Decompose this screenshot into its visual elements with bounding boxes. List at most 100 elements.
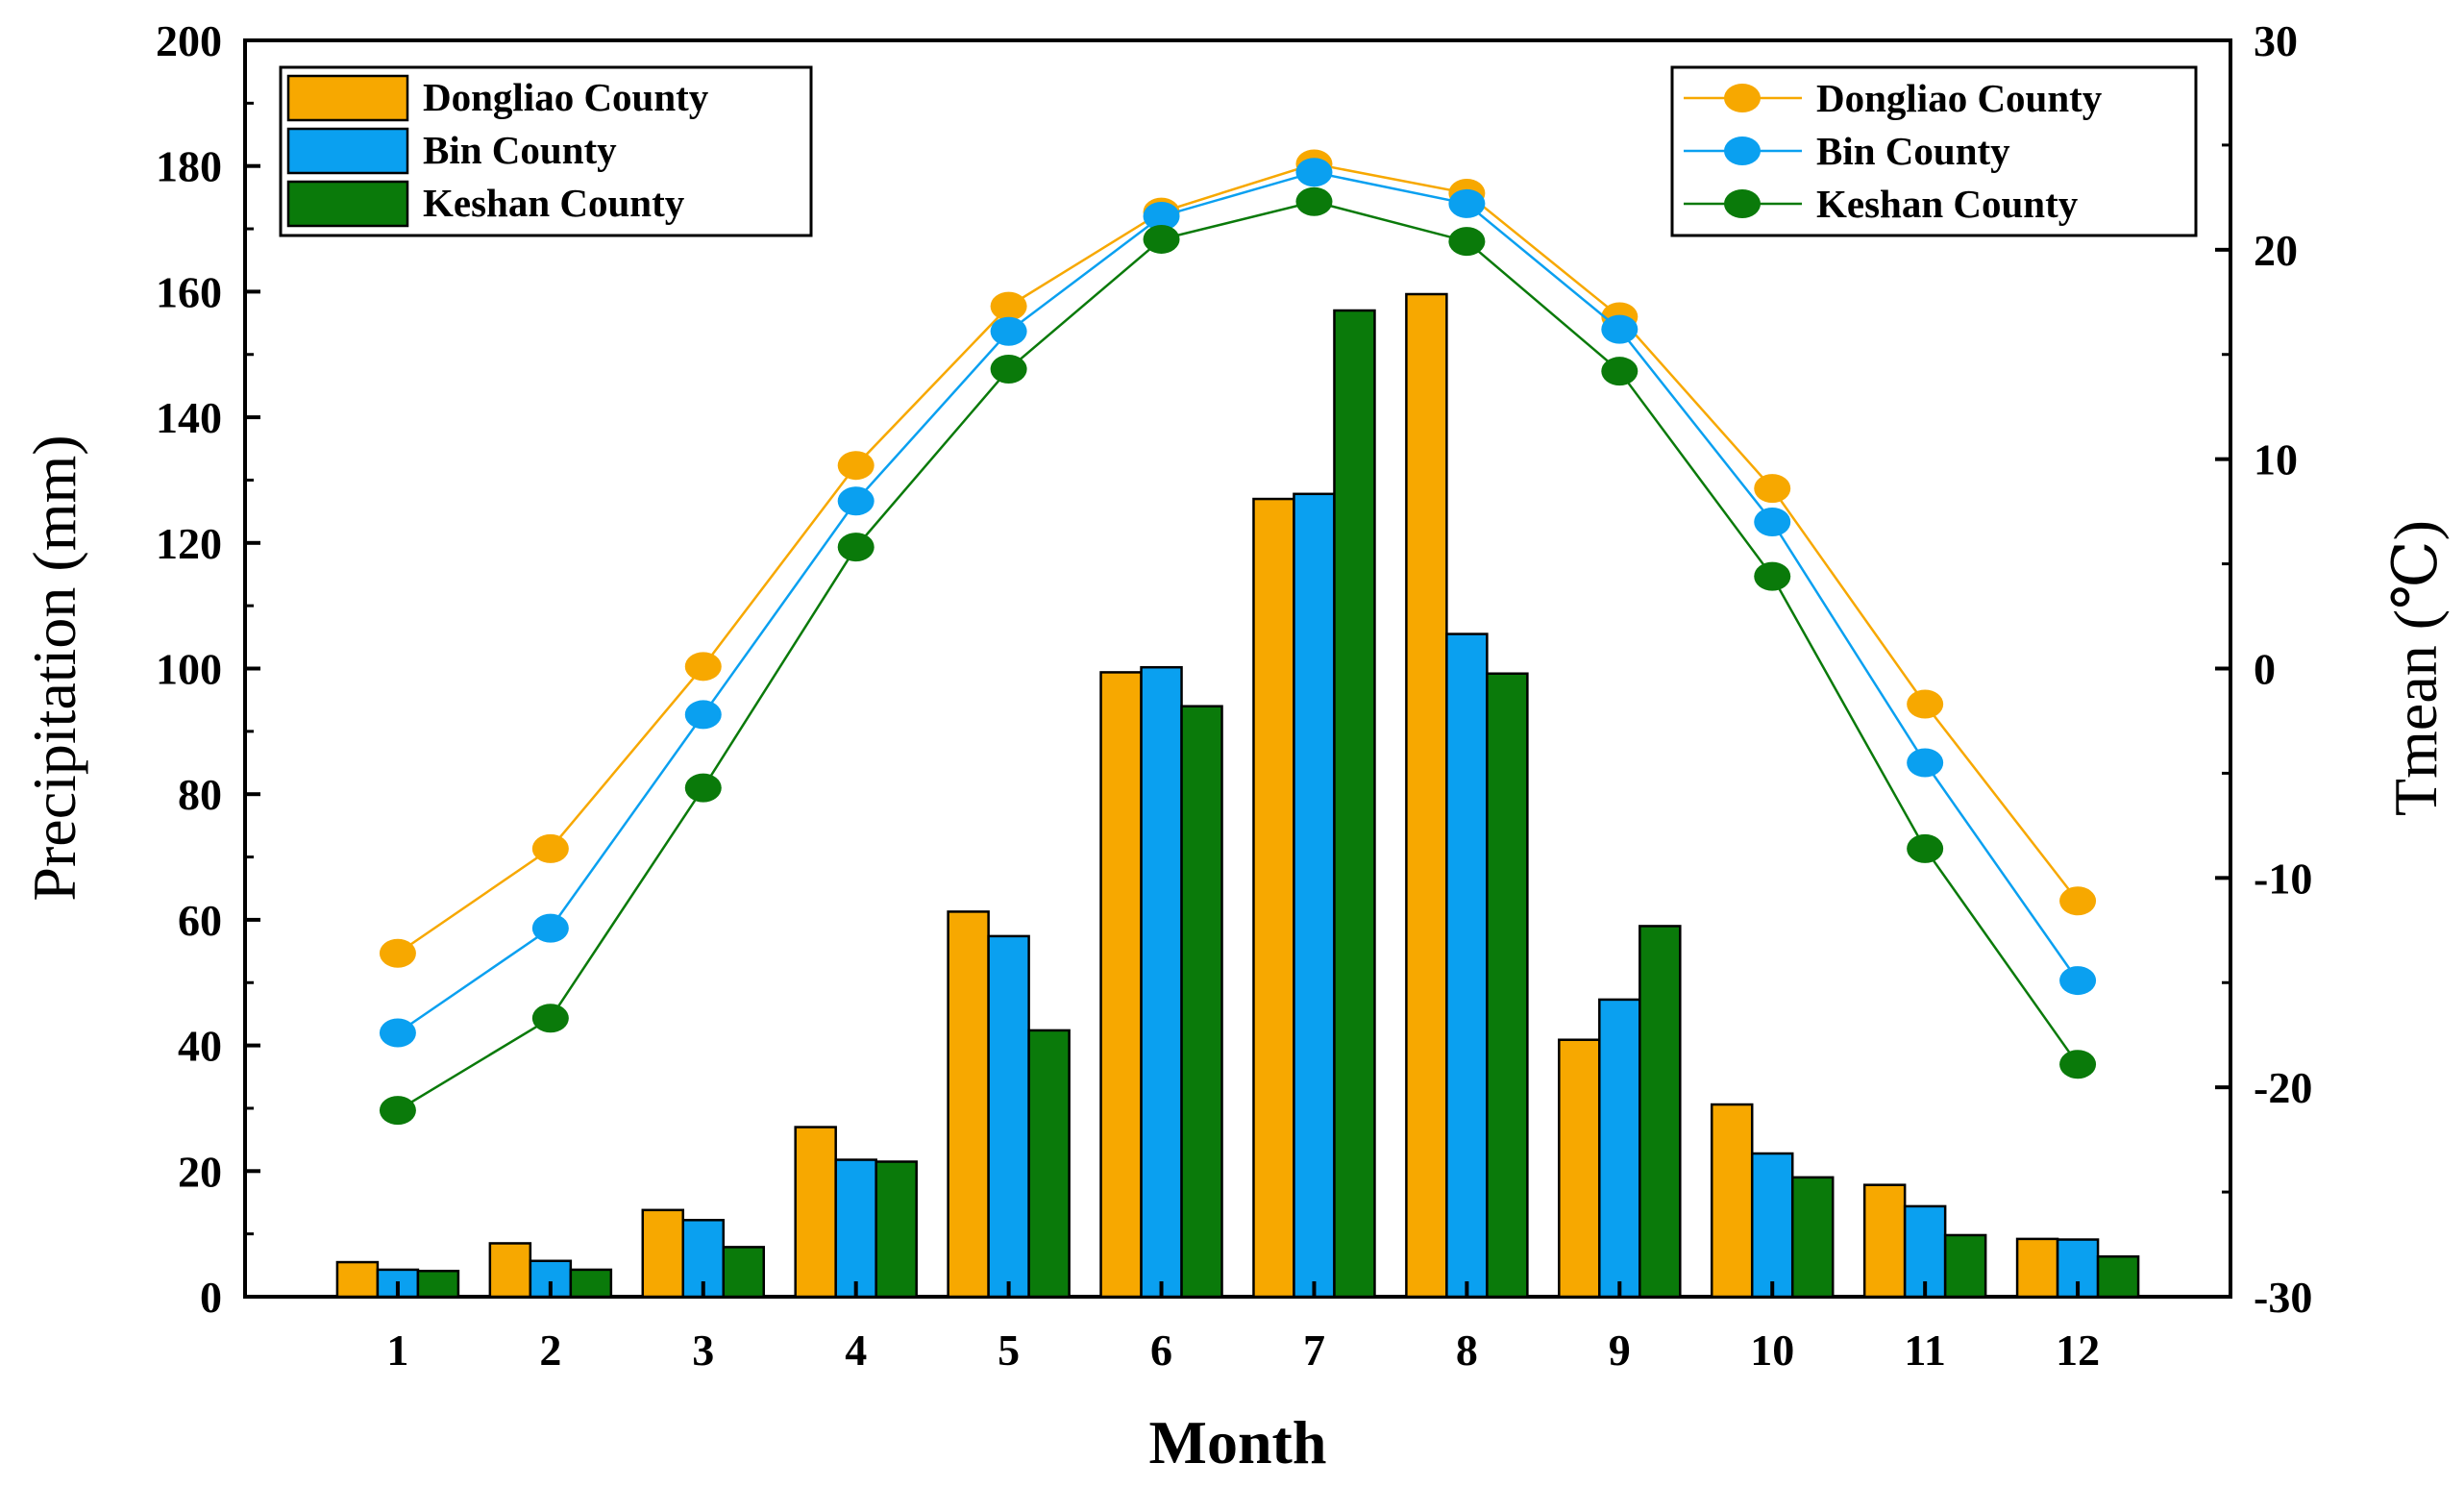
y-left-tick-label: 80: [178, 770, 222, 819]
legend-line-label-3: Keshan County: [1816, 182, 2079, 226]
bar-3-month-5: [1027, 1029, 1071, 1299]
bar-3-month-12: [2096, 1254, 2140, 1299]
point-3-month-4: [837, 533, 875, 562]
point-2-month-9: [1601, 314, 1639, 344]
point-2-month-8: [1448, 188, 1486, 218]
bar-1-month-5: [947, 910, 990, 1299]
x-tick-label: 5: [998, 1326, 1020, 1375]
y-right-tick-label: 30: [2254, 16, 2298, 65]
bar-1-month-10: [1710, 1103, 1754, 1299]
bar-2-month-9: [1598, 998, 1641, 1299]
y-axis-left-title: Precipitation (mm): [20, 434, 88, 901]
y-left-tick-label: 40: [178, 1022, 222, 1071]
bar-1-month-4: [794, 1126, 837, 1299]
bar-1-month-2: [488, 1242, 532, 1299]
point-3-month-9: [1601, 357, 1639, 386]
y-right-tick-label: -30: [2254, 1273, 2312, 1322]
bar-2-month-4: [834, 1158, 877, 1299]
x-tick-label: 2: [539, 1326, 561, 1375]
bar-1-month-6: [1099, 671, 1143, 1299]
bar-1-month-11: [1862, 1183, 1907, 1299]
y-left-tick-label: 100: [156, 645, 222, 694]
x-tick-label: 1: [386, 1326, 408, 1375]
y-left-tick-label: 140: [156, 393, 222, 442]
bars-layer: [335, 292, 2140, 1299]
bar-1-month-8: [1405, 292, 1448, 1299]
y-left-tick-label: 200: [156, 16, 222, 65]
line-series-2: [397, 170, 2080, 1034]
y-left-tick-label: 0: [200, 1273, 222, 1322]
point-2-month-7: [1295, 158, 1333, 187]
bar-2-month-10: [1750, 1152, 1794, 1299]
legend-line-marker-1: [1724, 84, 1761, 112]
legend-bar-label-1: Dongliao County: [423, 75, 709, 119]
bar-3-month-9: [1639, 925, 1682, 1299]
point-2-month-5: [990, 316, 1027, 346]
point-2-month-6: [1143, 201, 1180, 231]
x-axis-title: Month: [1149, 1408, 1327, 1476]
point-3-month-3: [684, 773, 722, 803]
point-1-month-11: [1907, 689, 1944, 719]
point-2-month-10: [1754, 508, 1791, 537]
bar-3-month-7: [1333, 309, 1376, 1299]
bar-3-month-6: [1180, 705, 1223, 1299]
point-3-month-1: [379, 1096, 416, 1126]
bar-1-month-9: [1558, 1038, 1601, 1299]
legend-line-label-2: Bin County: [1816, 129, 2010, 173]
x-tick-label: 10: [1750, 1326, 1794, 1375]
legend-line-marker-2: [1724, 136, 1761, 165]
bar-3-month-2: [569, 1268, 613, 1299]
bar-1-month-1: [335, 1260, 380, 1299]
x-tick-label: 4: [845, 1326, 867, 1375]
legend-bar-label-2: Bin County: [423, 128, 617, 172]
point-3-month-11: [1907, 833, 1944, 863]
legend-line-marker-3: [1724, 189, 1761, 218]
x-tick-label: 8: [1456, 1326, 1478, 1375]
bar-1-month-12: [2015, 1237, 2059, 1299]
point-3-month-7: [1295, 186, 1333, 216]
point-2-month-3: [684, 700, 722, 730]
bar-3-month-4: [875, 1160, 918, 1299]
point-1-month-10: [1754, 474, 1791, 504]
bar-3-month-10: [1790, 1176, 1835, 1299]
y-right-tick-label: 10: [2254, 435, 2298, 484]
x-tick-label: 6: [1150, 1326, 1172, 1375]
x-tick-label: 7: [1303, 1326, 1325, 1375]
point-1-month-1: [379, 938, 416, 968]
bar-2-month-7: [1293, 492, 1336, 1299]
point-3-month-12: [2059, 1050, 2097, 1079]
bar-3-month-11: [1943, 1233, 1987, 1299]
bar-3-month-3: [722, 1246, 766, 1299]
bar-1-month-3: [641, 1208, 685, 1299]
y-left-tick-label: 60: [178, 896, 222, 945]
x-tick-label: 9: [1609, 1326, 1631, 1375]
legend-bar-label-3: Keshan County: [423, 181, 685, 225]
point-3-month-5: [990, 354, 1027, 384]
bar-3-month-8: [1486, 672, 1529, 1299]
point-2-month-2: [531, 913, 569, 943]
point-1-month-2: [531, 833, 569, 863]
bar-3-month-1: [416, 1269, 460, 1299]
legend-bars: Dongliao County Bin County Keshan County: [279, 65, 813, 237]
bar-2-month-6: [1140, 665, 1183, 1299]
y-left-tick-label: 160: [156, 267, 222, 316]
bar-2-month-8: [1445, 632, 1489, 1299]
legend-lines: Dongliao County Bin County Keshan County: [1670, 65, 2198, 237]
point-3-month-6: [1143, 224, 1180, 254]
legend-bar-swatch-2: [286, 127, 409, 175]
point-1-month-3: [684, 652, 722, 682]
x-tick-label: 11: [1904, 1326, 1945, 1375]
point-2-month-1: [379, 1018, 416, 1048]
y-right-tick-label: -20: [2254, 1063, 2312, 1112]
y-right-tick-label: -10: [2254, 854, 2312, 903]
legend-line-label-1: Dongliao County: [1816, 76, 2103, 120]
bar-1-month-7: [1252, 497, 1295, 1299]
bar-2-month-5: [987, 934, 1030, 1299]
legend-bar-swatch-1: [286, 74, 409, 122]
line-series-1: [397, 162, 2080, 955]
y-axis-right-title: Tmean (℃): [2381, 520, 2450, 816]
point-3-month-8: [1448, 227, 1486, 257]
point-3-month-10: [1754, 561, 1791, 591]
point-2-month-11: [1907, 748, 1944, 778]
